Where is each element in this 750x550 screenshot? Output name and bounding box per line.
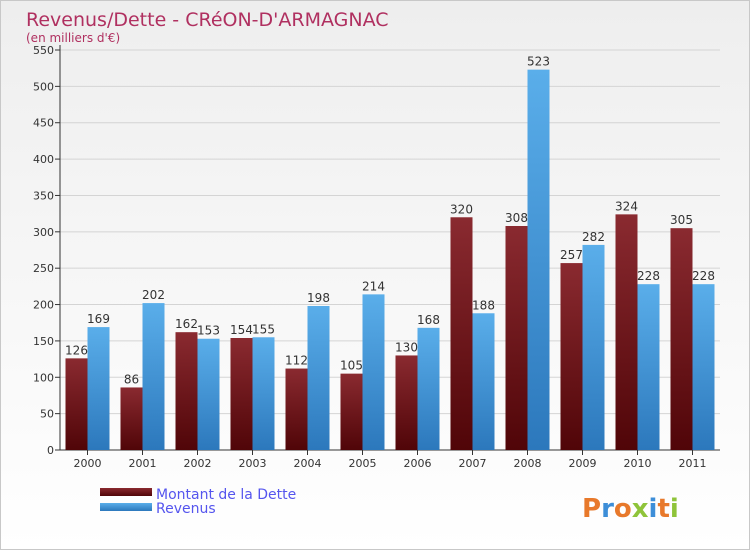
bar-dette bbox=[120, 387, 143, 450]
y-tick-label: 350 bbox=[33, 189, 54, 202]
y-tick-label: 250 bbox=[33, 262, 54, 275]
bar-revenus bbox=[362, 294, 385, 450]
bar-revenus bbox=[472, 313, 495, 450]
legend: Montant de la Dette Revenus bbox=[100, 487, 296, 517]
bar-revenus bbox=[527, 69, 550, 451]
legend-swatch-revenus bbox=[100, 503, 152, 511]
bar-revenus bbox=[197, 338, 220, 450]
logo-letter: P bbox=[582, 494, 601, 524]
x-tick-label: 2011 bbox=[679, 457, 707, 470]
bar-dette bbox=[560, 263, 583, 450]
data-label-revenus: 202 bbox=[142, 288, 165, 302]
data-label-revenus: 228 bbox=[692, 269, 715, 283]
logo-letter: x bbox=[632, 494, 649, 524]
y-tick-label: 450 bbox=[33, 117, 54, 130]
legend-label-revenus: Revenus bbox=[156, 501, 216, 517]
y-tick-label: 300 bbox=[33, 226, 54, 239]
legend-item-revenus: Revenus bbox=[100, 501, 216, 517]
logo-letter: i bbox=[670, 494, 679, 524]
data-label-dette: 154 bbox=[230, 323, 253, 337]
bar-dette bbox=[175, 332, 198, 450]
data-label-revenus: 153 bbox=[197, 324, 220, 338]
data-label-revenus: 523 bbox=[527, 55, 550, 69]
grid bbox=[60, 49, 720, 415]
logo-letter: o bbox=[614, 494, 632, 524]
data-label-dette: 105 bbox=[340, 359, 363, 373]
bar-dette bbox=[450, 217, 473, 450]
data-label-revenus: 155 bbox=[252, 322, 275, 336]
data-label-revenus: 198 bbox=[307, 291, 330, 305]
bar-revenus bbox=[142, 303, 165, 450]
x-tick-label: 2009 bbox=[569, 457, 597, 470]
bar-dette bbox=[230, 338, 253, 450]
x-tick-label: 2003 bbox=[239, 457, 267, 470]
data-label-revenus: 169 bbox=[87, 312, 110, 326]
bar-revenus bbox=[252, 337, 275, 450]
bar-dette bbox=[670, 228, 693, 450]
x-tick-label: 2010 bbox=[624, 457, 652, 470]
data-label-revenus: 228 bbox=[637, 269, 660, 283]
y-tick-label: 150 bbox=[33, 335, 54, 348]
bar-dette bbox=[505, 226, 528, 450]
chart-title: Revenus/Dette - CRéON-D'ARMAGNAC bbox=[26, 9, 389, 31]
y-tick-label: 0 bbox=[47, 444, 54, 457]
y-tick-label: 500 bbox=[33, 80, 54, 93]
bar-revenus bbox=[307, 306, 330, 450]
y-tick-label: 100 bbox=[33, 371, 54, 384]
x-tick-label: 2005 bbox=[349, 457, 377, 470]
data-label-dette: 162 bbox=[175, 317, 198, 331]
data-label-dette: 130 bbox=[395, 340, 418, 354]
data-label-revenus: 214 bbox=[362, 279, 385, 293]
data-label-dette: 320 bbox=[450, 202, 473, 216]
data-label-dette: 126 bbox=[65, 343, 88, 357]
bar-revenus bbox=[582, 244, 605, 450]
chart-subtitle: (en milliers d'€) bbox=[26, 31, 120, 45]
bar-dette bbox=[395, 355, 418, 450]
logo-letter: i bbox=[649, 494, 658, 524]
x-tick-label: 2000 bbox=[74, 457, 102, 470]
data-label-revenus: 188 bbox=[472, 298, 495, 312]
data-label-dette: 305 bbox=[670, 213, 693, 227]
bar-revenus bbox=[417, 327, 440, 450]
x-tick-label: 2002 bbox=[184, 457, 212, 470]
axes: 0 50 100 150 200 250 300 350 400 450 500 550 2000 200… bbox=[33, 44, 720, 470]
data-label-dette: 112 bbox=[285, 354, 308, 368]
data-label-dette: 324 bbox=[615, 199, 638, 213]
bar-dette bbox=[65, 358, 88, 450]
legend-swatch-dette bbox=[100, 488, 152, 496]
x-tick-label: 2008 bbox=[514, 457, 542, 470]
logo-letter: r bbox=[601, 494, 614, 524]
bar-dette bbox=[340, 373, 363, 450]
data-labels: 126 169 86 202 162 153 154 155 112 198 105 214 130 16… bbox=[65, 55, 715, 387]
x-tick-label: 2007 bbox=[459, 457, 487, 470]
data-label-revenus: 168 bbox=[417, 313, 440, 327]
y-tick-label: 200 bbox=[33, 299, 54, 312]
data-label-dette: 257 bbox=[560, 248, 583, 262]
y-tick-label: 550 bbox=[33, 44, 54, 57]
logo-text: Proxiti bbox=[582, 494, 679, 524]
data-label-dette: 308 bbox=[505, 211, 528, 225]
y-tick-label: 400 bbox=[33, 153, 54, 166]
y-tick-label: 50 bbox=[40, 408, 54, 421]
x-tick-label: 2004 bbox=[294, 457, 322, 470]
legend-item-dette: Montant de la Dette bbox=[100, 487, 296, 503]
bar-dette bbox=[285, 368, 308, 450]
bar-revenus bbox=[637, 284, 660, 450]
data-label-dette: 86 bbox=[124, 372, 139, 386]
data-label-revenus: 282 bbox=[582, 230, 605, 244]
x-tick-label: 2001 bbox=[129, 457, 157, 470]
x-tick-label: 2006 bbox=[404, 457, 432, 470]
proxiti-logo: Proxiti bbox=[582, 494, 679, 524]
bars bbox=[65, 69, 715, 451]
bar-revenus bbox=[87, 327, 110, 450]
bar-dette bbox=[615, 214, 638, 450]
bar-revenus bbox=[692, 284, 715, 450]
logo-letter: t bbox=[657, 494, 669, 524]
legend-label-dette: Montant de la Dette bbox=[156, 487, 296, 503]
